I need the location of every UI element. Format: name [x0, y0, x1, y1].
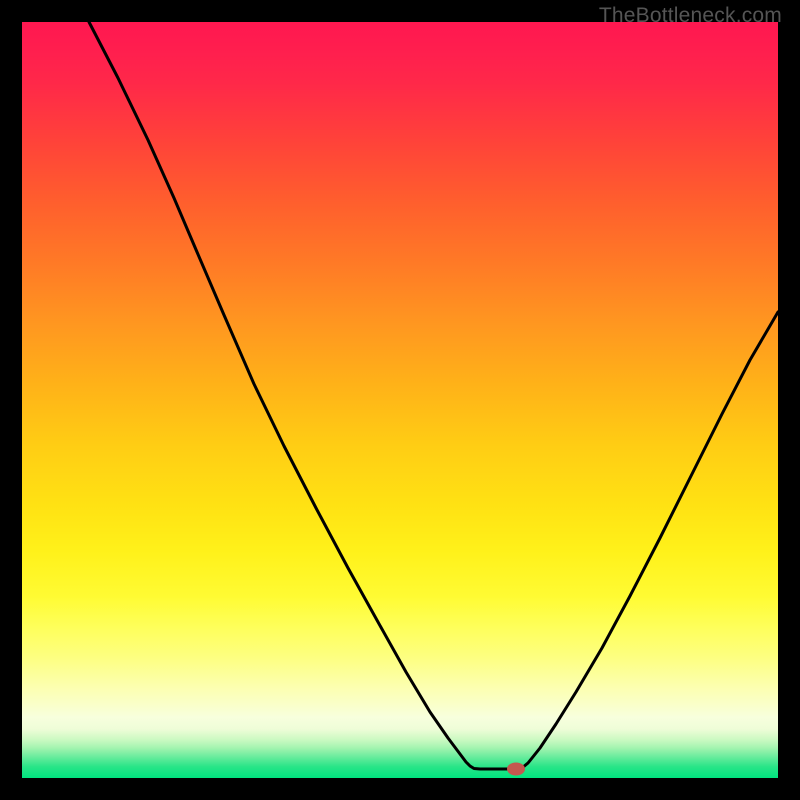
optimal-point-marker	[507, 763, 525, 776]
chart-container: TheBottleneck.com	[0, 0, 800, 800]
bottleneck-chart	[0, 0, 800, 800]
watermark-text: TheBottleneck.com	[599, 4, 782, 28]
chart-background	[22, 22, 778, 778]
